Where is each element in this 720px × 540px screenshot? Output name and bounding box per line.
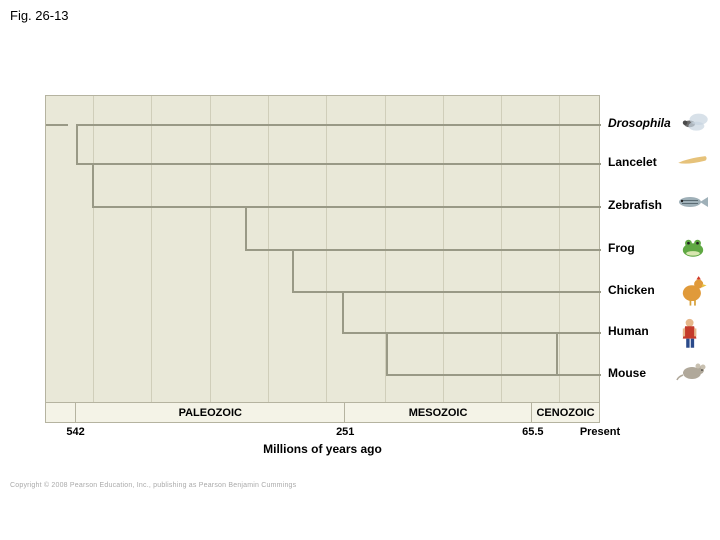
gridline xyxy=(93,96,94,402)
gridline xyxy=(210,96,211,402)
phylogeny-chart xyxy=(45,95,600,403)
tree-connector xyxy=(292,291,344,293)
tree-branch xyxy=(343,291,601,293)
gridline xyxy=(151,96,152,402)
tree-connector xyxy=(386,374,557,376)
frog-icon xyxy=(676,233,710,261)
tree-branch xyxy=(77,124,601,126)
tree-branch xyxy=(557,374,601,376)
era-precambrian xyxy=(46,403,76,422)
figure-label: Fig. 26-13 xyxy=(10,8,69,23)
era-mesozoic: MESOZOIC xyxy=(345,403,532,422)
human-icon xyxy=(676,316,710,344)
taxon-label-human: Human xyxy=(608,324,649,338)
tree-connector xyxy=(245,249,294,251)
tree-branch xyxy=(387,332,601,334)
fly-icon xyxy=(676,108,710,136)
taxon-label-frog: Frog xyxy=(608,241,635,255)
tree-spine xyxy=(386,332,388,376)
fish-icon xyxy=(676,190,710,218)
mouse-icon xyxy=(676,358,710,386)
chicken-icon xyxy=(676,275,710,303)
tick-542: 542 xyxy=(51,426,101,438)
taxon-label-mouse: Mouse xyxy=(608,366,646,380)
taxon-label-chicken: Chicken xyxy=(608,283,655,297)
tree-spine xyxy=(92,163,94,208)
tree-spine xyxy=(292,249,294,293)
era-band: PALEOZOICMESOZOICCENOZOIC xyxy=(45,403,600,423)
era-paleozoic: PALEOZOIC xyxy=(76,403,345,422)
taxon-label-zebrafish: Zebrafish xyxy=(608,198,662,212)
tick-present: Present xyxy=(575,426,625,438)
tree-connector xyxy=(92,206,247,208)
taxon-label-drosophila: Drosophila xyxy=(608,116,671,130)
tree-spine xyxy=(245,206,247,251)
tree-connector xyxy=(342,332,388,334)
tick-65.5: 65.5 xyxy=(508,426,558,438)
taxon-label-lancelet: Lancelet xyxy=(608,155,657,169)
copyright-text: Copyright © 2008 Pearson Education, Inc.… xyxy=(10,482,296,489)
tree-branch xyxy=(246,206,601,208)
era-cenozoic: CENOZOIC xyxy=(532,403,599,422)
tick-251: 251 xyxy=(320,426,370,438)
tree-spine xyxy=(76,124,78,165)
tree-root xyxy=(46,124,68,126)
tree-spine xyxy=(556,332,558,376)
tree-spine xyxy=(342,291,344,335)
tree-branch xyxy=(293,249,601,251)
tree-connector xyxy=(76,163,95,165)
tree-branch xyxy=(93,163,601,165)
x-axis-title: Millions of years ago xyxy=(45,442,600,456)
lancelet-icon xyxy=(676,147,710,175)
